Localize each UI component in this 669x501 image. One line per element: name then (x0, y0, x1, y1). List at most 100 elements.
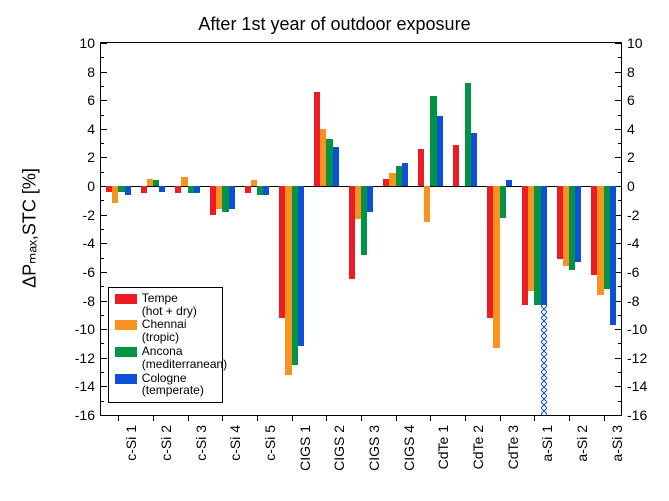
y-axis-label: ΔPₘₐₓ,STC [%] (20, 168, 41, 288)
bar (245, 186, 251, 193)
y-tick-mark (101, 415, 107, 416)
x-tick-mark (118, 415, 119, 421)
y-tick-label: -12 (621, 350, 647, 366)
y-tick-mark (101, 172, 104, 173)
y-tick-mark (618, 372, 621, 373)
y-tick-mark (101, 43, 107, 44)
chart-container: After 1st year of outdoor exposure -16 -1… (0, 0, 669, 501)
y-tick-mark (618, 286, 621, 287)
y-tick-mark (101, 329, 107, 330)
bar (125, 186, 131, 195)
y-tick-label: 4 (87, 121, 101, 137)
y-tick-mark (101, 215, 107, 216)
x-tick-mark (465, 415, 466, 421)
y-tick-label: -6 (83, 264, 101, 280)
bar (159, 186, 165, 192)
bar (575, 186, 581, 262)
y-tick-label: -10 (75, 321, 101, 337)
x-tick-mark (534, 415, 535, 421)
bar (298, 186, 304, 346)
chart-title: After 1st year of outdoor exposure (0, 14, 669, 35)
y-tick-label: -16 (75, 407, 101, 423)
y-tick-label: 10 (621, 35, 643, 51)
y-tick-mark (618, 315, 621, 316)
y-tick-label: -6 (621, 264, 639, 280)
y-tick-label: -14 (75, 378, 101, 394)
y-tick-mark (101, 272, 107, 273)
y-tick-mark (101, 72, 107, 73)
x-tick-label: c-Si 3 (193, 425, 209, 461)
x-tick-mark (292, 415, 293, 421)
y-tick-mark (101, 143, 104, 144)
legend-swatch (115, 374, 137, 384)
y-tick-label: -2 (83, 207, 101, 223)
x-tick-label: CdTe 1 (435, 425, 451, 469)
bar (541, 186, 547, 305)
x-tick-label: CIGS 2 (331, 425, 347, 471)
bar (194, 186, 200, 193)
y-tick-label: -2 (621, 207, 639, 223)
y-tick-label: 2 (87, 149, 101, 165)
y-tick-label: -14 (621, 378, 647, 394)
legend-note: (mediterranean) (115, 358, 214, 372)
x-tick-mark (361, 415, 362, 421)
y-tick-mark (618, 57, 621, 58)
y-tick-label: 2 (621, 149, 635, 165)
bar (263, 186, 269, 195)
x-tick-mark (500, 415, 501, 421)
y-tick-mark (101, 100, 107, 101)
legend-swatch (115, 294, 137, 304)
x-tick-label: CIGS 1 (297, 425, 313, 471)
y-tick-mark (618, 343, 621, 344)
bar (175, 186, 181, 193)
y-tick-mark (101, 57, 104, 58)
bar (402, 163, 408, 186)
y-tick-mark (618, 143, 621, 144)
legend-note: (tropic) (115, 331, 214, 345)
legend-swatch (115, 347, 137, 357)
y-tick-mark (618, 172, 621, 173)
y-tick-label: -4 (621, 235, 639, 251)
y-tick-mark (101, 401, 104, 402)
y-tick-label: -8 (83, 293, 101, 309)
y-tick-label: -16 (621, 407, 647, 423)
y-tick-label: 4 (621, 121, 635, 137)
bar (500, 186, 506, 217)
y-tick-mark (101, 229, 104, 230)
x-tick-mark (430, 415, 431, 421)
x-tick-label: a-Si 1 (539, 425, 555, 462)
y-tick-label: 8 (87, 64, 101, 80)
y-tick-mark (101, 115, 104, 116)
y-tick-mark (101, 343, 104, 344)
legend-note: (hot + dry) (115, 305, 214, 319)
x-tick-label: c-Si 2 (158, 425, 174, 461)
x-tick-mark (396, 415, 397, 421)
x-tick-label: c-Si 5 (262, 425, 278, 461)
y-tick-label: -12 (75, 350, 101, 366)
y-tick-label: -8 (621, 293, 639, 309)
x-tick-label: c-Si 4 (227, 425, 243, 461)
bar (229, 186, 235, 209)
bar (424, 186, 430, 222)
bar (471, 133, 477, 186)
x-tick-label: a-Si 3 (609, 425, 625, 462)
y-tick-mark (101, 86, 104, 87)
bar (181, 177, 187, 186)
bar (610, 186, 616, 325)
x-tick-label: CdTe 3 (505, 425, 521, 469)
y-tick-mark (101, 258, 104, 259)
y-tick-label: 10 (79, 35, 101, 51)
x-tick-mark (569, 415, 570, 421)
y-tick-label: 0 (87, 178, 101, 194)
y-tick-mark (618, 115, 621, 116)
y-tick-mark (618, 258, 621, 259)
x-tick-label: CdTe 2 (470, 425, 486, 469)
x-tick-mark (604, 415, 605, 421)
y-tick-mark (101, 315, 104, 316)
y-tick-label: 8 (621, 64, 635, 80)
y-tick-label: 6 (87, 92, 101, 108)
legend-swatch (115, 320, 137, 330)
x-tick-mark (257, 415, 258, 421)
y-tick-mark (618, 86, 621, 87)
y-tick-mark (101, 286, 104, 287)
